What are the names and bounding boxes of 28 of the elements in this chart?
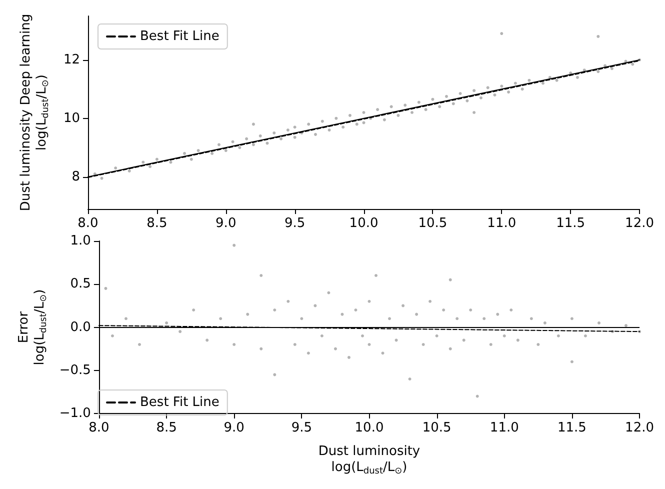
x-tick-label: 9.5 [284, 216, 306, 231]
y-tick-label: −1.0 [59, 406, 91, 421]
x-tick-label: 12.0 [625, 216, 654, 231]
y-tick-label: 1.0 [70, 234, 91, 248]
x-tick-label: 10.5 [422, 420, 452, 436]
x-tick-label: 8.5 [156, 420, 177, 436]
y-tick-label: 10 [63, 110, 80, 126]
x-tick-label: 10.0 [349, 216, 378, 231]
x-tick-label: 9.0 [216, 216, 236, 231]
y-tick-label: 0.5 [70, 276, 91, 292]
x-tick-label: 8.0 [78, 216, 98, 231]
x-tick-label: 10.0 [354, 420, 384, 436]
legend-label: Best Fit Line [140, 29, 220, 44]
x-tick-label: 11.0 [487, 216, 516, 231]
x-tick-label: 12.0 [625, 420, 654, 436]
legend-label: Best Fit Line [140, 395, 220, 410]
x-tick-label: 9.0 [224, 420, 244, 436]
x-tick-label: 11.0 [490, 420, 519, 436]
x-tick-label: 8.5 [146, 216, 168, 231]
x-tick-label: 8.0 [88, 420, 110, 436]
y-tick-label: −0.5 [59, 362, 91, 378]
x-tick-label: 11.5 [557, 420, 586, 436]
x-tick-label: 11.5 [556, 216, 586, 231]
x-tick-label: 10.5 [418, 216, 448, 231]
y-tick-label: 8 [72, 169, 80, 184]
y-tick-label: 0.0 [70, 320, 91, 335]
x-tick-label: 9.5 [291, 420, 312, 436]
y-tick-label: 12 [63, 52, 80, 68]
